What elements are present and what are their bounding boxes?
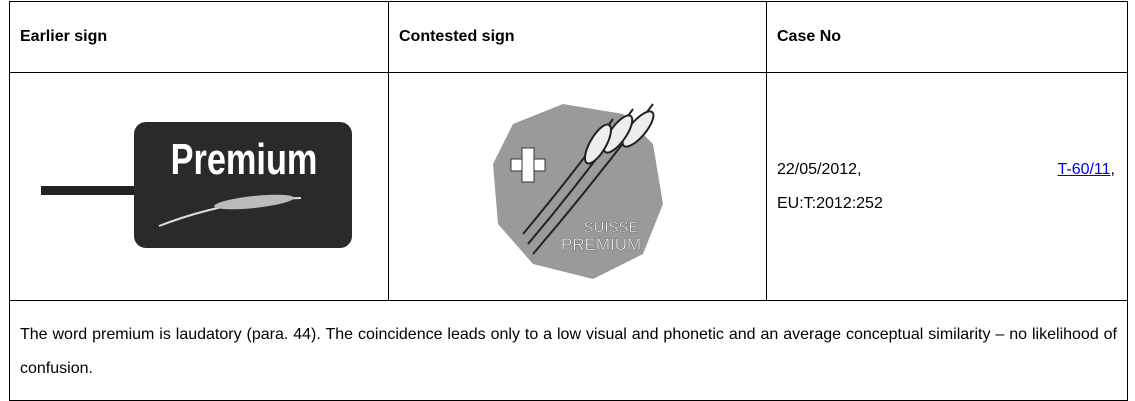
header-cell: Earlier sign	[9, 1, 389, 73]
header-row: Earlier sign Contested sign Case No	[9, 1, 1128, 73]
header-cell: Contested sign	[388, 1, 767, 73]
logo-text: SUISSE	[583, 219, 638, 236]
comparison-table: Earlier sign Contested sign Case No Prem…	[9, 1, 1128, 401]
case-ref: T-60/11,	[1057, 153, 1115, 187]
note-row: The word premium is laudatory (para. 44)…	[9, 300, 1128, 401]
contested-sign-cell: SUISSE PREMIUM	[388, 72, 767, 301]
case-link[interactable]: T-60/11	[1057, 160, 1111, 178]
sign-row: Premium SUISSE PREMIUM	[9, 72, 1128, 301]
contested-sign-logo: SUISSE PREMIUM	[492, 103, 663, 279]
case-line: 22/05/2012, T-60/11,	[777, 153, 1115, 187]
case-date: 22/05/2012,	[777, 160, 862, 178]
case-ecli: EU:T:2012:252	[777, 194, 883, 212]
header-cell: Case No	[766, 1, 1128, 73]
logo-text: PREMIUM	[560, 235, 640, 254]
logo-text: Premium	[171, 135, 318, 184]
earlier-sign-logo: Premium	[41, 122, 352, 248]
case-cell: 22/05/2012, T-60/11, EU:T:2012:252	[766, 72, 1128, 301]
earlier-sign-cell: Premium	[9, 72, 389, 301]
case-separator: ,	[1110, 160, 1115, 178]
note-cell: The word premium is laudatory (para. 44)…	[9, 300, 1128, 401]
